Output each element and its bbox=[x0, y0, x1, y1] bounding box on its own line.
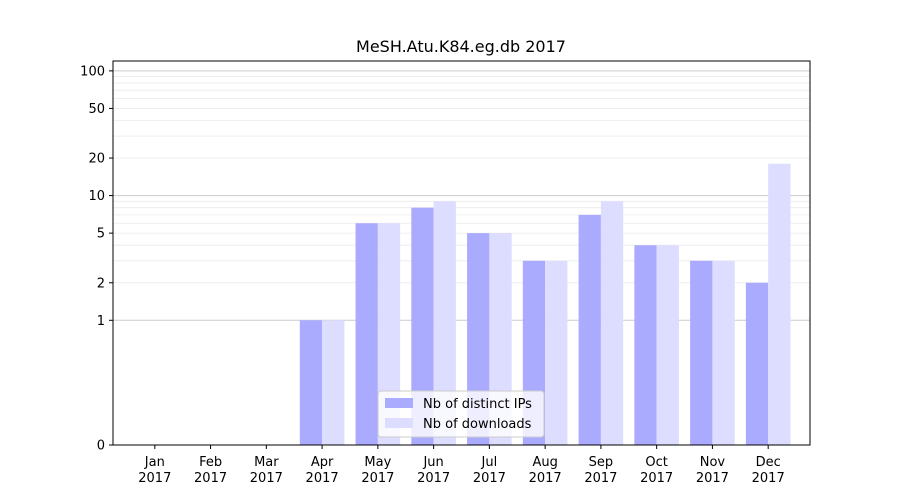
bar bbox=[745, 282, 769, 445]
bar bbox=[634, 245, 657, 445]
y-tick-label: 10 bbox=[88, 189, 105, 204]
bar bbox=[299, 320, 323, 445]
axes: 0125102050100Jan2017Feb2017Mar2017Apr201… bbox=[80, 60, 811, 486]
legend: Nb of distinct IPs Nb of downloads bbox=[377, 390, 545, 438]
y-tick-label: 50 bbox=[88, 102, 105, 117]
legend-label: Nb of downloads bbox=[423, 417, 532, 432]
x-tick-label: May bbox=[364, 455, 391, 470]
legend-label: Nb of distinct IPs bbox=[423, 397, 532, 412]
bar bbox=[600, 201, 624, 445]
x-tick-label: 2017 bbox=[361, 471, 394, 486]
x-tick-label: Dec bbox=[756, 455, 781, 470]
x-tick-label: Apr bbox=[311, 455, 334, 470]
y-tick-label: 100 bbox=[80, 64, 105, 79]
bar bbox=[377, 223, 401, 445]
x-tick-label: Aug bbox=[532, 455, 557, 470]
bar bbox=[768, 163, 791, 445]
x-tick-label: 2017 bbox=[752, 471, 785, 486]
x-tick-label: Feb bbox=[199, 455, 222, 470]
legend-box bbox=[377, 390, 545, 438]
x-tick-label: 2017 bbox=[250, 471, 283, 486]
y-tick-label: 2 bbox=[97, 276, 105, 291]
x-tick-label: Mar bbox=[254, 455, 279, 470]
bars bbox=[299, 163, 791, 445]
bar bbox=[690, 260, 713, 445]
bar bbox=[411, 207, 434, 445]
x-tick-label: 2017 bbox=[138, 471, 171, 486]
x-tick-label: Jan bbox=[144, 455, 165, 470]
y-tick-label: 20 bbox=[88, 152, 105, 167]
x-tick-label: 2017 bbox=[473, 471, 506, 486]
bar bbox=[712, 260, 735, 445]
y-tick-label: 5 bbox=[97, 227, 105, 242]
x-tick-label: Jul bbox=[481, 455, 498, 470]
x-tick-label: Oct bbox=[645, 455, 667, 470]
y-tick-label: 1 bbox=[97, 314, 105, 329]
bar bbox=[355, 223, 378, 445]
legend-swatch bbox=[385, 418, 413, 428]
bar bbox=[656, 245, 679, 445]
chart-title: MeSH.Atu.K84.eg.db 2017 bbox=[356, 37, 566, 56]
x-tick-label: 2017 bbox=[194, 471, 227, 486]
x-tick-label: 2017 bbox=[640, 471, 673, 486]
x-tick-label: 2017 bbox=[584, 471, 617, 486]
bar bbox=[433, 201, 456, 445]
x-tick-label: Nov bbox=[700, 455, 726, 470]
grid bbox=[113, 70, 810, 321]
bar bbox=[545, 260, 568, 445]
bar bbox=[578, 214, 601, 445]
x-tick-label: 2017 bbox=[306, 471, 339, 486]
legend-swatch bbox=[385, 398, 413, 408]
x-tick-label: 2017 bbox=[529, 471, 562, 486]
x-tick-label: 2017 bbox=[417, 471, 450, 486]
plot-frame bbox=[112, 60, 811, 446]
x-tick-label: Sep bbox=[589, 455, 614, 470]
bar bbox=[322, 320, 345, 445]
x-tick-label: 2017 bbox=[696, 471, 729, 486]
y-tick-label: 0 bbox=[97, 439, 105, 454]
x-tick-label: Jun bbox=[422, 455, 443, 470]
